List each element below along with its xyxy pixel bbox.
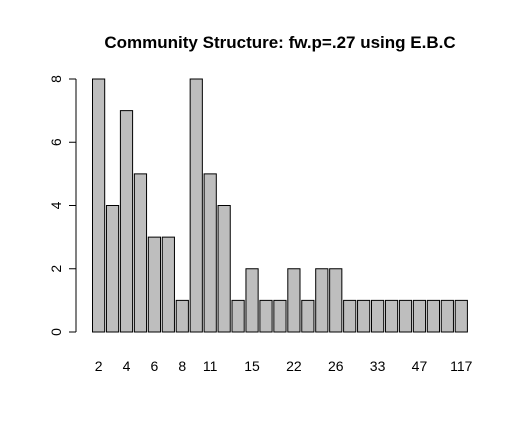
bar-27 <box>343 299 357 333</box>
bar-22 <box>287 268 301 333</box>
bar-16 <box>259 299 273 333</box>
x-tick-labels: 2 4 6 8 11 15 22 26 33 47 117 <box>95 358 473 374</box>
x-tick-label-117: 117 <box>450 358 473 374</box>
x-tick-label-22: 22 <box>286 358 302 374</box>
bar-47 <box>412 299 427 333</box>
x-tick-label-11: 11 <box>203 358 218 374</box>
bar-26 <box>329 268 343 333</box>
bar-4 <box>119 110 134 333</box>
x-tick-label-33: 33 <box>370 358 386 374</box>
bar-57 <box>426 299 440 333</box>
x-tick-label-15: 15 <box>244 358 260 374</box>
y-tick-label: 4 <box>48 201 64 209</box>
x-tick-label-8: 8 <box>178 358 186 374</box>
bar-33 <box>371 299 385 333</box>
bar-117 <box>454 299 468 333</box>
x-tick-label-2: 2 <box>95 358 103 374</box>
x-tick-label-47: 47 <box>412 358 428 374</box>
bar-2 <box>92 78 106 333</box>
x-tick-label-26: 26 <box>328 358 344 374</box>
bar-5 <box>133 173 148 333</box>
x-tick-label-4: 4 <box>123 358 131 374</box>
bar-7 <box>161 236 175 333</box>
bar-17 <box>273 299 287 333</box>
y-tick-label: 6 <box>48 138 64 146</box>
chart-title: Community Structure: fw.p=.27 using E.B.… <box>104 33 455 52</box>
bar-3 <box>105 205 120 333</box>
bar-11 <box>203 173 217 333</box>
x-tick-label-6: 6 <box>151 358 159 374</box>
bar-6 <box>147 236 162 333</box>
y-tick-label: 0 <box>48 328 64 336</box>
y-tick-label: 8 <box>48 75 64 83</box>
bars <box>92 78 468 333</box>
bar-13 <box>231 299 245 333</box>
bar-23 <box>301 299 315 333</box>
bar-8 <box>175 299 189 333</box>
bar-59 <box>440 299 454 333</box>
bar-12 <box>217 205 231 333</box>
bar-10 <box>189 78 203 333</box>
bar-39 <box>384 299 399 333</box>
y-axis: 0 2 4 6 8 <box>48 75 77 336</box>
y-tick-label: 2 <box>48 265 64 273</box>
bar-25 <box>315 268 329 333</box>
bar-15 <box>245 268 259 333</box>
bar-43 <box>398 299 413 333</box>
bar-29 <box>357 299 371 333</box>
